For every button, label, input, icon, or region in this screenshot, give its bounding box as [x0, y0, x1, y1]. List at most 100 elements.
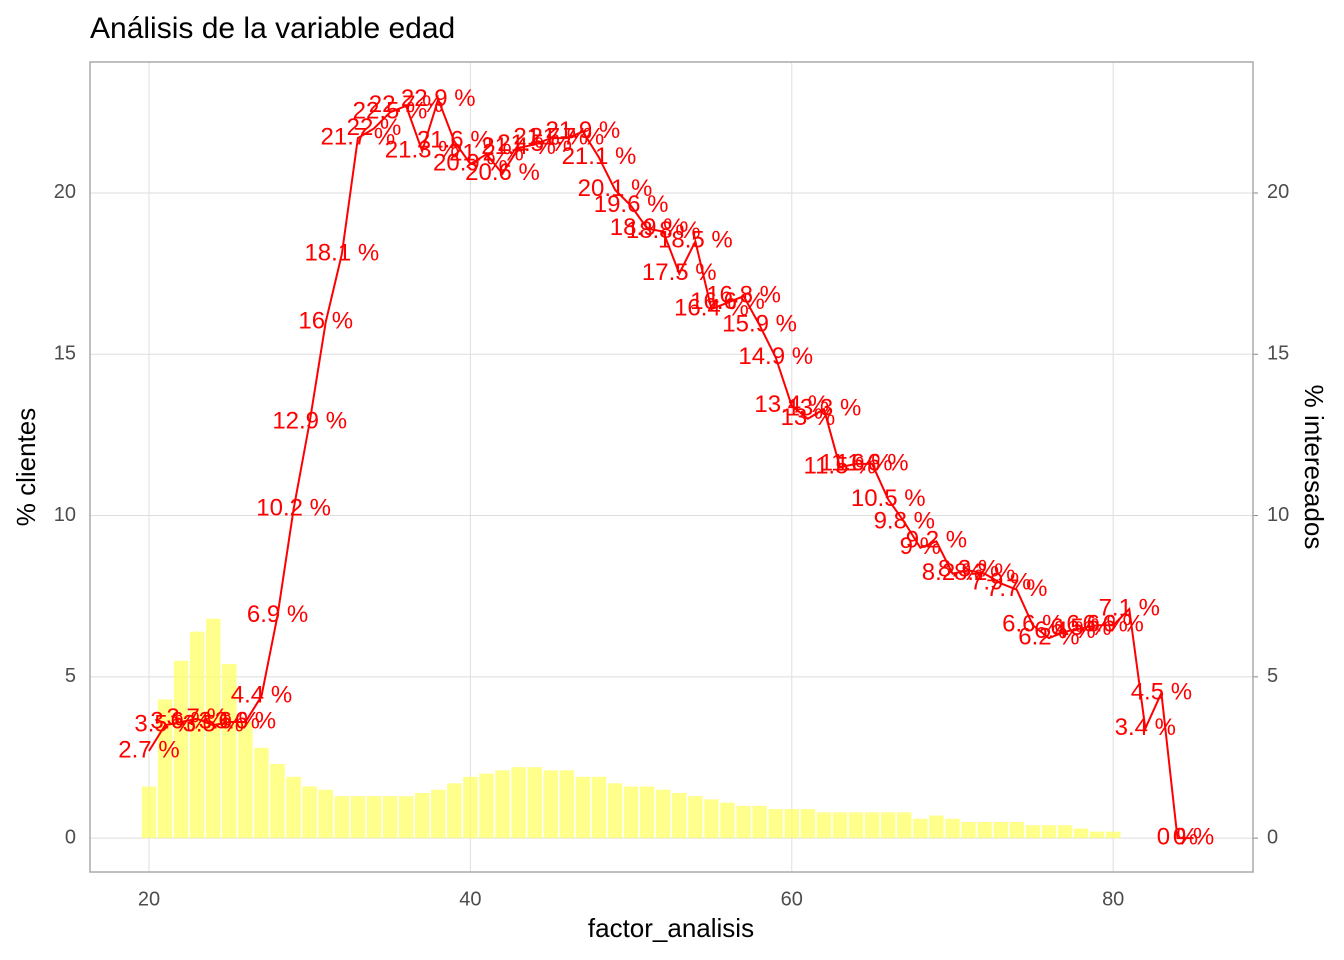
bar: [961, 822, 976, 839]
y2-axis-title: % interesados: [1299, 385, 1329, 550]
bar: [447, 783, 462, 839]
data-label: 17.5 %: [642, 259, 717, 286]
bar: [350, 796, 366, 839]
bar: [157, 699, 173, 839]
data-label: 0 %: [1157, 823, 1198, 850]
y2-tick-label: 0: [1267, 826, 1278, 848]
y2-tick-label: 15: [1267, 343, 1289, 365]
data-label: 6.9 %: [247, 601, 308, 628]
data-label: 11.5 %: [804, 453, 877, 480]
y2-tick-label: 10: [1267, 504, 1289, 526]
data-label: 20.1 %: [578, 175, 653, 202]
x-tick-label: 20: [138, 888, 160, 910]
data-label: 18.9 %: [610, 214, 685, 241]
data-label: 6.4 %: [1034, 617, 1095, 644]
bar: [254, 747, 269, 839]
data-label: 11.6 %: [820, 449, 893, 476]
bar: [832, 812, 848, 839]
data-label: 6.6 %: [1083, 611, 1144, 638]
data-label: 18.5 %: [658, 227, 733, 254]
data-label: 20.9 %: [433, 149, 508, 176]
data-label: 22.9 %: [401, 85, 476, 112]
data-label: 3.5 %: [134, 711, 195, 738]
data-label: 21.2 %: [449, 140, 524, 167]
bar: [720, 802, 735, 839]
panel-border: [89, 61, 1254, 873]
bar: [736, 805, 751, 839]
bar: [704, 799, 719, 839]
bar: [1105, 831, 1121, 839]
data-label: 10.5 %: [851, 485, 926, 512]
y2-tick-label: 20: [1267, 181, 1289, 203]
data-label: 21.7 %: [529, 123, 604, 150]
bar: [527, 767, 542, 839]
bar: [639, 786, 655, 839]
bar: [398, 796, 414, 839]
data-label: 16 %: [298, 307, 353, 334]
bar: [816, 812, 832, 839]
bar: [1073, 828, 1089, 839]
data-label: 16.8 %: [706, 282, 781, 309]
bar: [1009, 822, 1024, 839]
bar: [688, 796, 703, 839]
data-label: 3.6 %: [199, 707, 260, 734]
bar: [511, 767, 526, 839]
data-label: 22.7 %: [369, 91, 444, 118]
line: [148, 96, 1194, 840]
data-label: 14.9 %: [738, 343, 813, 370]
data-label: 20.6 %: [465, 159, 540, 186]
bar: [607, 783, 623, 839]
y-tick-label: 0: [65, 826, 76, 848]
data-label: 13.3 %: [787, 394, 862, 421]
bar: [414, 792, 430, 839]
bar: [206, 618, 221, 839]
bar: [655, 789, 671, 839]
data-label: 13.4 %: [754, 391, 829, 418]
data-label: 21.3 %: [385, 136, 460, 163]
data-label: 22 %: [347, 114, 402, 141]
bar: [672, 792, 687, 839]
data-label: 3.5 %: [183, 711, 244, 738]
data-label: 7.9 %: [970, 569, 1031, 596]
y-axis-title: % clientes: [11, 408, 41, 527]
data-label: 7.1 %: [1099, 594, 1160, 621]
bar: [334, 796, 350, 839]
bar: [575, 776, 591, 839]
bar: [752, 805, 767, 839]
bar: [382, 796, 398, 839]
bar: [302, 786, 317, 839]
y2-tick-label: 5: [1267, 665, 1278, 687]
data-label: 13 %: [781, 404, 836, 431]
bar: [559, 770, 575, 839]
x-axis-title: factor_analisis: [588, 913, 754, 943]
data-label: 21.5 %: [497, 130, 572, 157]
data-label: 19.6 %: [594, 191, 669, 218]
data-label: 6.2 %: [1018, 623, 1079, 650]
data-label: 10.2 %: [256, 494, 331, 521]
data-label: 3.4 %: [1115, 714, 1176, 741]
data-label: 3.7 %: [167, 704, 228, 731]
bar: [479, 773, 494, 839]
data-label: 21.7 %: [321, 123, 396, 150]
data-label: 12.9 %: [272, 407, 347, 434]
data-label: 16.4 %: [674, 294, 749, 321]
bar: [768, 809, 783, 839]
bar: [495, 770, 510, 839]
x-tick-label: 60: [781, 888, 803, 910]
bar: [318, 789, 333, 839]
bar: [141, 786, 157, 839]
data-label: 21.9 %: [546, 117, 621, 144]
bar: [1025, 825, 1041, 839]
y-tick-label: 20: [54, 181, 76, 203]
bar: [880, 812, 896, 839]
data-label: 4.4 %: [231, 682, 292, 709]
data-label: 9.2 %: [906, 527, 967, 554]
data-label: 8.2 %: [922, 559, 983, 586]
data-label: 4.5 %: [1131, 678, 1192, 705]
chart-title: Análisis de la variable edad: [90, 12, 455, 45]
bar: [897, 812, 912, 839]
data-label: 6.6 %: [1002, 611, 1063, 638]
data-label: 21.6 %: [417, 127, 492, 154]
y-tick-label: 10: [54, 504, 76, 526]
